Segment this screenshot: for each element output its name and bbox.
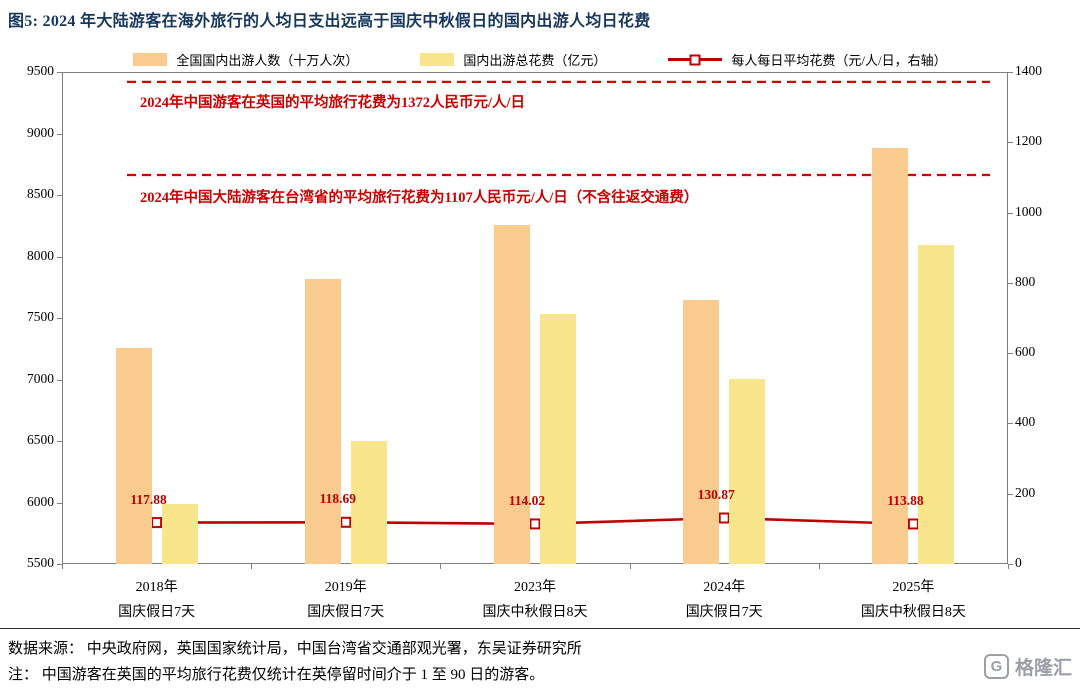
bar-visitors: [115, 347, 152, 564]
right-axis-tick-label: 1000: [1015, 203, 1042, 219]
right-axis-tick: [1008, 564, 1013, 565]
bar-visitors: [494, 224, 530, 564]
avg-spend-value-label: 114.02: [508, 492, 546, 508]
left-axis-tick: [57, 195, 62, 196]
legend-label-spending: 国内出游总花费（亿元）: [463, 53, 607, 68]
bar-spending: [350, 441, 387, 564]
plot-area: [62, 72, 1008, 564]
bottom-axis-tick: [818, 564, 820, 569]
bottom-axis-tick: [629, 564, 631, 569]
bottom-axis-tick: [62, 564, 63, 569]
right-axis-tick: [1008, 142, 1013, 144]
left-axis-tick-label: 6000: [27, 493, 54, 509]
right-axis-tick-label: 600: [1015, 344, 1036, 360]
legend-item-avg-line: 每人每日平均花费（元/人/日，右轴）: [668, 50, 947, 69]
bar-spending: [540, 313, 576, 564]
left-axis-tick: [57, 133, 62, 135]
left-axis-tick-label: 8500: [27, 186, 54, 201]
left-axis-tick: [57, 441, 62, 442]
right-axis-tick: [1008, 493, 1013, 495]
footnote-text: 注： 中国游客在英国的平均旅行花费仅统计在英停留时间介于 1 至 90 日的游客…: [8, 667, 545, 683]
avg-spend-value-label: 130.87: [697, 487, 735, 502]
legend-label-avg-line: 每人每日平均花费（元/人/日，右轴）: [731, 53, 947, 68]
left-axis-tick: [57, 379, 62, 381]
bar-spending: [729, 378, 766, 564]
line-marker-icon: [689, 54, 701, 65]
data-source-text: 数据来源： 中央政府网，英国国家统计局，中国台湾省交通部观光署，东吴证券研究所: [8, 641, 582, 657]
left-axis-tick: [57, 502, 62, 504]
right-axis-tick-label: 200: [1015, 484, 1036, 500]
bar-spending: [161, 503, 198, 564]
legend: 全国国内出游人数（十万人次） 国内出游总花费（亿元） 每人每日平均花费（元/人/…: [0, 50, 1080, 69]
right-axis-tick: [1008, 423, 1013, 425]
bar-spending: [918, 245, 955, 564]
footer-divider: [0, 628, 1080, 629]
right-axis-tick-label: 800: [1015, 273, 1036, 289]
right-axis-tick: [1008, 72, 1013, 73]
bar-visitors: [683, 299, 720, 564]
category-label-year: 2019年: [324, 580, 367, 595]
legend-item-visitors: 全国国内出游人数（十万人次）: [133, 50, 358, 69]
left-axis-tick-label: 6500: [27, 432, 54, 447]
category-label-holiday: 国庆假日7天: [307, 605, 385, 620]
category-label-year: 2025年: [892, 580, 935, 595]
left-axis-tick-label: 7500: [27, 309, 54, 324]
category-label-holiday: 国庆假日7天: [685, 605, 763, 620]
bottom-axis-tick: [251, 564, 253, 569]
avg-spend-value-label: 117.88: [130, 491, 167, 507]
right-axis-tick: [1008, 282, 1013, 284]
category-label-year: 2024年: [703, 580, 746, 595]
right-axis-tick-label: 1200: [1015, 133, 1042, 149]
bottom-axis-tick: [440, 564, 442, 569]
left-axis-tick-label: 9500: [27, 63, 54, 78]
left-axis-tick-label: 9000: [27, 124, 54, 140]
bar-visitors: [304, 278, 341, 564]
right-axis-tick-label: 0: [1015, 555, 1022, 570]
legend-swatch-visitors-icon: [133, 53, 168, 66]
left-axis-tick: [57, 72, 62, 73]
left-axis-tick-label: 5500: [27, 555, 54, 570]
right-axis-tick: [1008, 353, 1013, 355]
legend-swatch-spending-icon: [420, 53, 455, 66]
category-label-year: 2023年: [514, 580, 556, 595]
right-axis-tick-label: 400: [1015, 414, 1036, 430]
chart-title: 图5: 2024 年大陆游客在海外旅行的人均日支出远高于国庆中秋假日的国内出游人…: [8, 13, 651, 30]
gelonghui-logo-icon: G: [983, 654, 1009, 679]
avg-spend-value-label: 113.88: [887, 492, 924, 508]
category-label-year: 2018年: [135, 580, 178, 595]
left-axis-tick-label: 7000: [27, 370, 54, 386]
watermark: G 格隆汇: [983, 653, 1072, 680]
left-axis-tick-label: 8000: [27, 247, 54, 263]
right-axis-tick: [1008, 212, 1013, 214]
bar-visitors: [872, 148, 909, 564]
left-axis-tick: [57, 318, 62, 319]
left-axis-tick: [57, 256, 62, 258]
right-axis-tick-label: 1400: [1015, 63, 1042, 78]
category-label-holiday: 国庆假日7天: [118, 605, 196, 620]
legend-label-visitors: 全国国内出游人数（十万人次）: [176, 53, 359, 68]
left-axis-tick: [57, 564, 62, 565]
reference-line-label: 2024年中国游客在英国的平均旅行花费为1372人民币元/人/日: [140, 94, 526, 111]
watermark-text: 格隆汇: [1014, 658, 1072, 679]
legend-swatch-line-icon: [668, 54, 723, 65]
avg-spend-value-label: 118.69: [319, 491, 356, 507]
category-label-holiday: 国庆中秋假日8天: [482, 605, 588, 620]
bottom-axis-tick: [1008, 564, 1009, 569]
reference-line-label: 2024年中国大陆游客在台湾省的平均旅行花费为1107人民币元/人/日（不含往返…: [140, 189, 699, 206]
legend-item-spending: 国内出游总花费（亿元）: [420, 50, 606, 69]
category-label-holiday: 国庆中秋假日8天: [860, 605, 966, 620]
